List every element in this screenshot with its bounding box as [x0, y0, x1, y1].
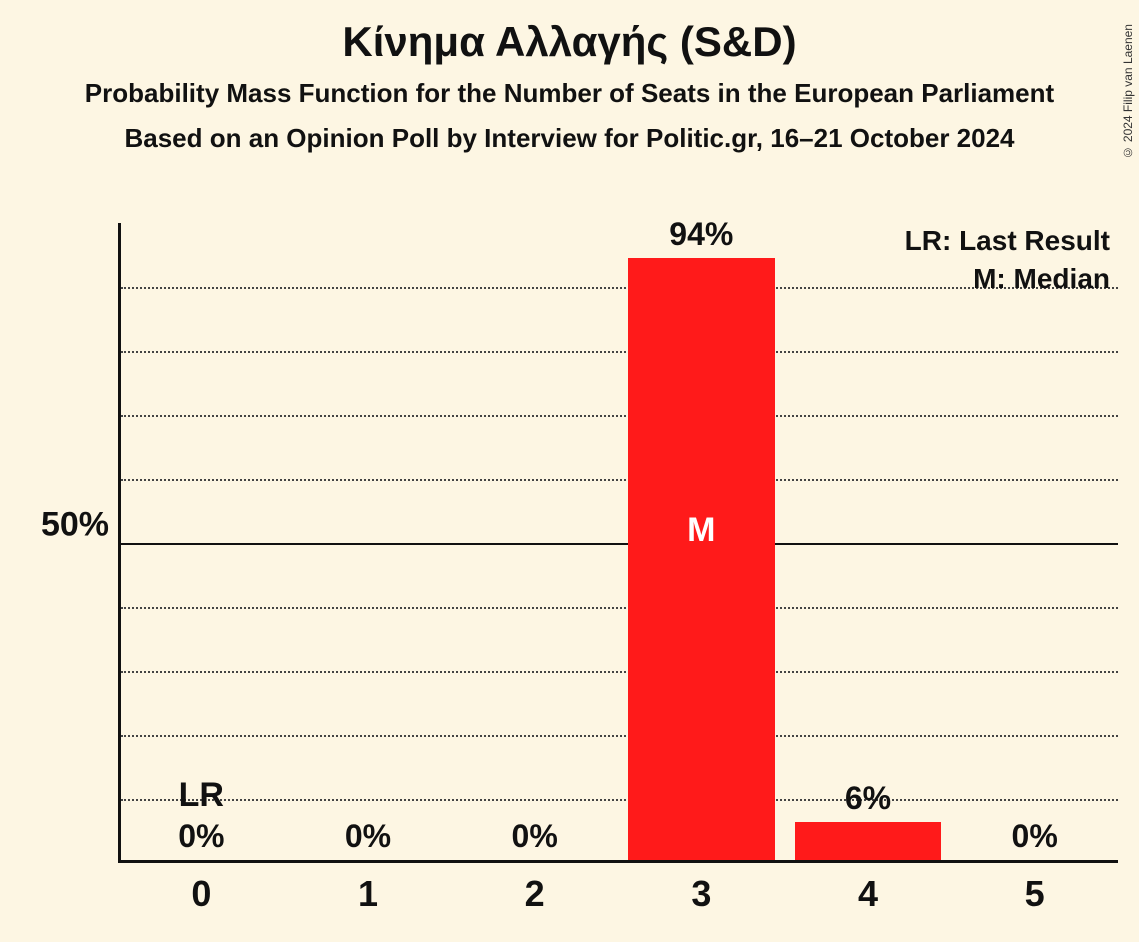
x-tick-label: 0 — [191, 873, 211, 915]
x-tick-label: 2 — [525, 873, 545, 915]
x-tick-label: 5 — [1025, 873, 1045, 915]
bar — [795, 822, 942, 860]
x-tick-label: 4 — [858, 873, 878, 915]
plot-area: 0%LR00%10%294%M36%40%5 LR: Last Result M… — [118, 223, 1118, 863]
bar-value-label: 0% — [345, 818, 391, 855]
gridline-major — [121, 543, 1118, 545]
legend-lr: LR: Last Result — [905, 225, 1110, 257]
bar-value-label: 0% — [1012, 818, 1058, 855]
chart-subtitle: Probability Mass Function for the Number… — [0, 78, 1139, 109]
gridline-minor — [121, 735, 1118, 737]
x-axis — [118, 860, 1118, 863]
bar-value-label: 6% — [845, 780, 891, 817]
chart-title: Κίνημα Αλλαγής (S&D) — [0, 18, 1139, 66]
gridline-minor — [121, 799, 1118, 801]
gridline-minor — [121, 351, 1118, 353]
chart-subtitle2: Based on an Opinion Poll by Interview fo… — [0, 123, 1139, 154]
bar-marker: LR — [179, 776, 224, 815]
gridline-minor — [121, 415, 1118, 417]
legend: LR: Last Result M: Median — [905, 225, 1110, 301]
y-tick-label: 50% — [41, 506, 109, 545]
bar — [628, 258, 775, 860]
gridline-minor — [121, 671, 1118, 673]
copyright-text: © 2024 Filip van Laenen — [1121, 24, 1135, 159]
bar-value-label: 0% — [178, 818, 224, 855]
gridline-minor — [121, 607, 1118, 609]
bar-value-label: 94% — [669, 216, 733, 253]
bar-marker: M — [687, 511, 715, 550]
x-tick-label: 3 — [691, 873, 711, 915]
bar-value-label: 0% — [512, 818, 558, 855]
legend-m: M: Median — [905, 263, 1110, 295]
x-tick-label: 1 — [358, 873, 378, 915]
gridline-minor — [121, 479, 1118, 481]
